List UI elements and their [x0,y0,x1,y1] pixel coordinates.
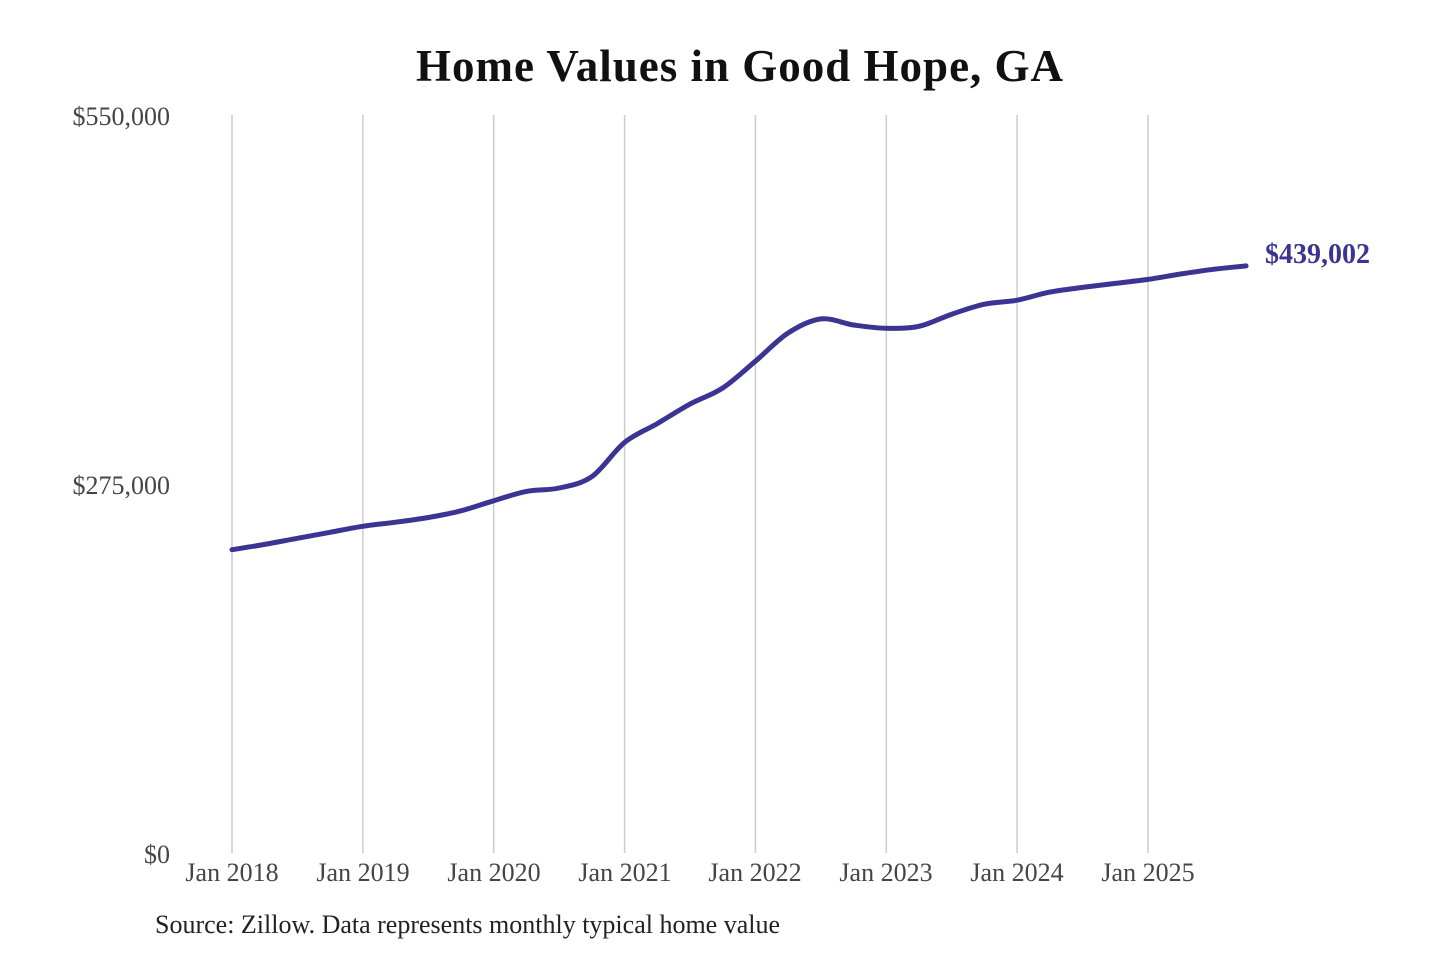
chart-title: Home Values in Good Hope, GA [415,41,1065,91]
home-value-line [229,263,1249,553]
x-axis-label: Jan 2019 [316,858,410,887]
latest-value-label: $439,002 [1265,239,1370,270]
y-axis-label: $550,000 [72,102,171,131]
x-axis-label: Jan 2021 [578,858,672,887]
x-axis-label: Jan 2025 [1101,858,1195,887]
x-axis-label: Jan 2022 [708,858,802,887]
x-axis-label: Jan 2024 [970,858,1064,887]
x-axis-label: Jan 2023 [839,858,933,887]
x-axis-label: Jan 2018 [185,858,279,887]
y-axis-label: $0 [144,840,170,869]
y-axis-label: $275,000 [72,471,171,500]
x-axis-label: Jan 2020 [447,858,541,887]
source-note: Source: Zillow. Data represents monthly … [155,910,781,939]
